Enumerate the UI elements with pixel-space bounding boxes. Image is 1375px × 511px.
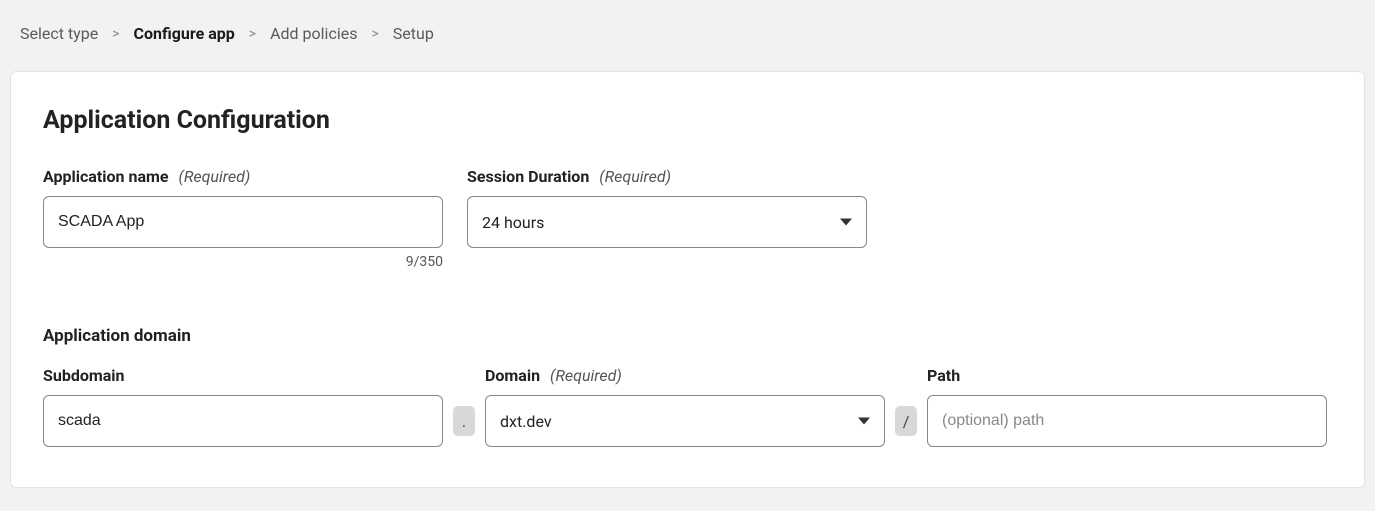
required-indicator: (Required) (179, 167, 251, 186)
chevron-right-icon: > (371, 26, 378, 42)
path-field: Path (927, 366, 1327, 447)
chevron-right-icon: > (249, 26, 256, 42)
dot-separator: . (453, 406, 475, 436)
application-name-label: Application name (43, 167, 169, 186)
subdomain-field: Subdomain (43, 366, 443, 447)
domain-value: dxt.dev (500, 412, 552, 431)
application-name-input[interactable] (43, 196, 443, 248)
breadcrumb: Select type > Configure app > Add polici… (0, 0, 1375, 71)
application-domain-heading: Application domain (43, 326, 1332, 346)
page-title: Application Configuration (43, 106, 1332, 135)
character-count: 9/350 (406, 254, 443, 270)
domain-select[interactable]: dxt.dev (485, 395, 885, 447)
subdomain-label: Subdomain (43, 366, 443, 385)
session-duration-select[interactable]: 24 hours (467, 196, 867, 248)
path-input[interactable] (927, 395, 1327, 447)
domain-label: Domain (485, 366, 540, 385)
subdomain-input[interactable] (43, 395, 443, 447)
breadcrumb-step-configure-app[interactable]: Configure app (134, 24, 235, 43)
breadcrumb-step-add-policies[interactable]: Add policies (270, 24, 357, 43)
required-indicator: (Required) (599, 167, 671, 186)
config-panel: Application Configuration Application na… (10, 71, 1365, 488)
chevron-right-icon: > (112, 26, 119, 42)
application-name-field: Application name (Required) 9/350 (43, 167, 443, 270)
session-duration-field: Session Duration (Required) 24 hours (467, 167, 867, 248)
session-duration-value: 24 hours (482, 213, 544, 232)
session-duration-label: Session Duration (467, 167, 589, 186)
domain-field: Domain (Required) dxt.dev (485, 366, 885, 447)
breadcrumb-step-select-type[interactable]: Select type (20, 24, 98, 43)
slash-separator: / (895, 406, 917, 436)
path-label: Path (927, 366, 1327, 385)
required-indicator: (Required) (550, 366, 622, 385)
breadcrumb-step-setup[interactable]: Setup (393, 24, 434, 43)
